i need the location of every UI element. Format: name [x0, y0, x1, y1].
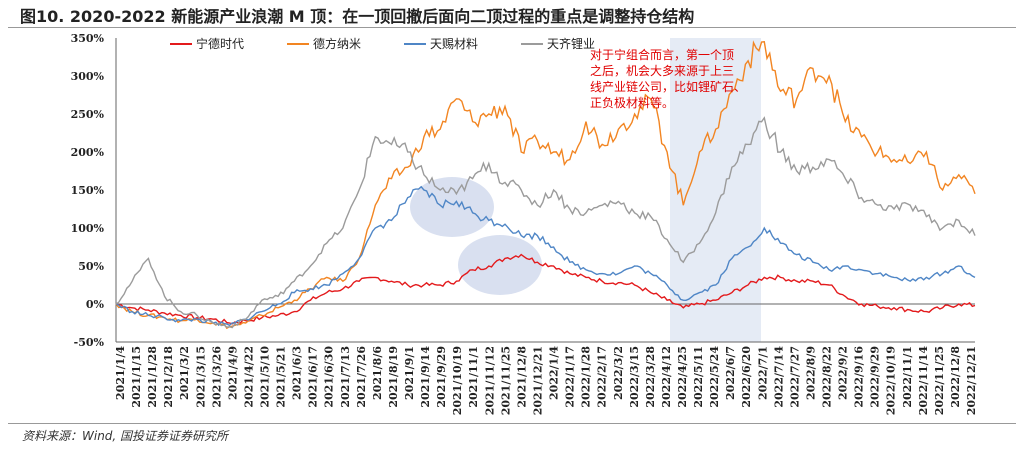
x-tick-label: 2022/4/12	[660, 346, 673, 408]
x-tick-label: 2021/11/1	[467, 346, 480, 408]
source-note: 资料来源：Wind, 国投证券证券研究所	[22, 429, 229, 443]
x-tick-label: 2022/3/15	[628, 346, 641, 408]
x-tick-label: 2022/7/1	[756, 346, 769, 400]
x-tick-label: 2022/9/2	[837, 346, 850, 400]
x-tick-label: 2021/8/19	[387, 346, 400, 408]
y-tick-label: 150%	[71, 184, 105, 197]
annotation-line-1: 对于宁组合而言，第一个顶	[590, 47, 734, 62]
source-divider	[8, 423, 1016, 424]
y-tick-label: 100%	[71, 222, 105, 235]
title-divider	[8, 27, 1016, 28]
x-tick-label: 2021/10/19	[451, 346, 464, 415]
x-tick-label: 2022/5/11	[692, 346, 705, 408]
x-tick-label: 2022/6/20	[740, 346, 753, 408]
x-tick-label: 2021/1/15	[130, 346, 143, 408]
x-tick-label: 2021/6/30	[323, 346, 336, 408]
x-tick-label: 2022/7/27	[788, 346, 801, 408]
x-tick-label: 2021/5/21	[275, 346, 288, 408]
y-tick-label: 250%	[71, 108, 105, 121]
legend-label: 天齐锂业	[547, 36, 595, 51]
x-tick-label: 2022/4/25	[676, 346, 689, 408]
x-tick-label: 2022/12/21	[965, 346, 978, 415]
series-line-4	[115, 116, 976, 329]
highlight-ellipse-2	[458, 235, 542, 295]
x-tick-label: 2022/2/17	[596, 346, 609, 408]
x-tick-label: 2021/3/2	[178, 346, 191, 400]
x-tick-label: 2021/6/3	[291, 346, 304, 400]
highlight-ellipse-1	[410, 177, 494, 237]
x-tick-label: 2021/7/26	[355, 346, 368, 408]
x-tick-label: 2022/7/14	[772, 346, 785, 408]
x-tick-label: 2021/1/4	[114, 346, 127, 400]
x-tick-label: 2021/6/17	[307, 346, 320, 408]
x-tick-label: 2022/3/28	[644, 346, 657, 408]
y-tick-label: 350%	[71, 32, 105, 45]
x-tick-label: 2021/4/22	[242, 346, 255, 408]
x-tick-label: 2022/9/16	[853, 346, 866, 408]
x-tick-label: 2022/12/8	[949, 346, 962, 408]
x-tick-label: 2021/3/26	[210, 346, 223, 408]
x-tick-label: 2021/3/15	[194, 346, 207, 408]
x-tick-label: 2022/3/2	[612, 346, 625, 400]
x-tick-label: 2022/1/28	[580, 346, 593, 408]
x-tick-label: 2021/7/13	[339, 346, 352, 408]
x-tick-label: 2022/8/9	[804, 346, 817, 400]
x-tick-label: 2021/8/6	[371, 346, 384, 400]
y-tick-label: 300%	[71, 70, 105, 83]
annotation-line-4: 正负极材料等。	[590, 96, 674, 110]
highlight-band	[670, 38, 761, 342]
x-tick-label: 2022/11/1	[901, 346, 914, 408]
x-tick-label: 2022/1/4	[548, 346, 561, 400]
y-tick-label: -50%	[74, 336, 105, 349]
x-tick-label: 2022/11/14	[917, 346, 930, 416]
series-line-1	[115, 253, 976, 325]
x-tick-label: 2022/11/25	[933, 346, 946, 415]
y-tick-label: 0%	[86, 298, 105, 311]
annotation-line-2: 之后，机会大多来源于上三	[590, 64, 734, 78]
series-line-2	[115, 40, 976, 330]
x-tick-label: 2021/9/1	[403, 346, 416, 400]
x-tick-label: 2021/12/8	[515, 346, 528, 408]
x-tick-label: 2021/9/14	[419, 346, 432, 408]
annotation-line-3: 线产业链公司，比如锂矿石、	[590, 79, 746, 94]
series-line-3	[115, 185, 976, 327]
x-tick-label: 2021/12/21	[531, 346, 544, 415]
legend-label: 宁德时代	[196, 36, 244, 51]
x-tick-label: 2022/6/7	[724, 346, 737, 400]
y-tick-label: 50%	[78, 260, 104, 273]
x-tick-label: 2022/10/19	[885, 346, 898, 415]
x-tick-label: 2021/11/25	[499, 346, 512, 415]
x-tick-label: 2021/11/12	[483, 346, 496, 415]
x-tick-label: 2021/4/9	[226, 346, 239, 400]
x-tick-label: 2021/2/18	[162, 346, 175, 408]
x-tick-label: 2022/5/24	[708, 346, 721, 408]
x-tick-label: 2022/9/29	[869, 346, 882, 408]
chart-title: 图10. 2020-2022 新能源产业浪潮 M 顶：在一顶回撤后面向二顶过程的…	[20, 7, 695, 26]
y-tick-label: 200%	[71, 146, 105, 159]
x-tick-label: 2021/5/10	[259, 346, 272, 408]
x-tick-label: 2022/8/22	[820, 346, 833, 408]
x-tick-label: 2021/9/29	[435, 346, 448, 408]
x-tick-label: 2022/1/17	[564, 346, 577, 408]
legend-label: 德方纳米	[313, 36, 361, 51]
x-tick-label: 2021/1/28	[146, 346, 159, 408]
legend-label: 天赐材料	[430, 37, 478, 51]
